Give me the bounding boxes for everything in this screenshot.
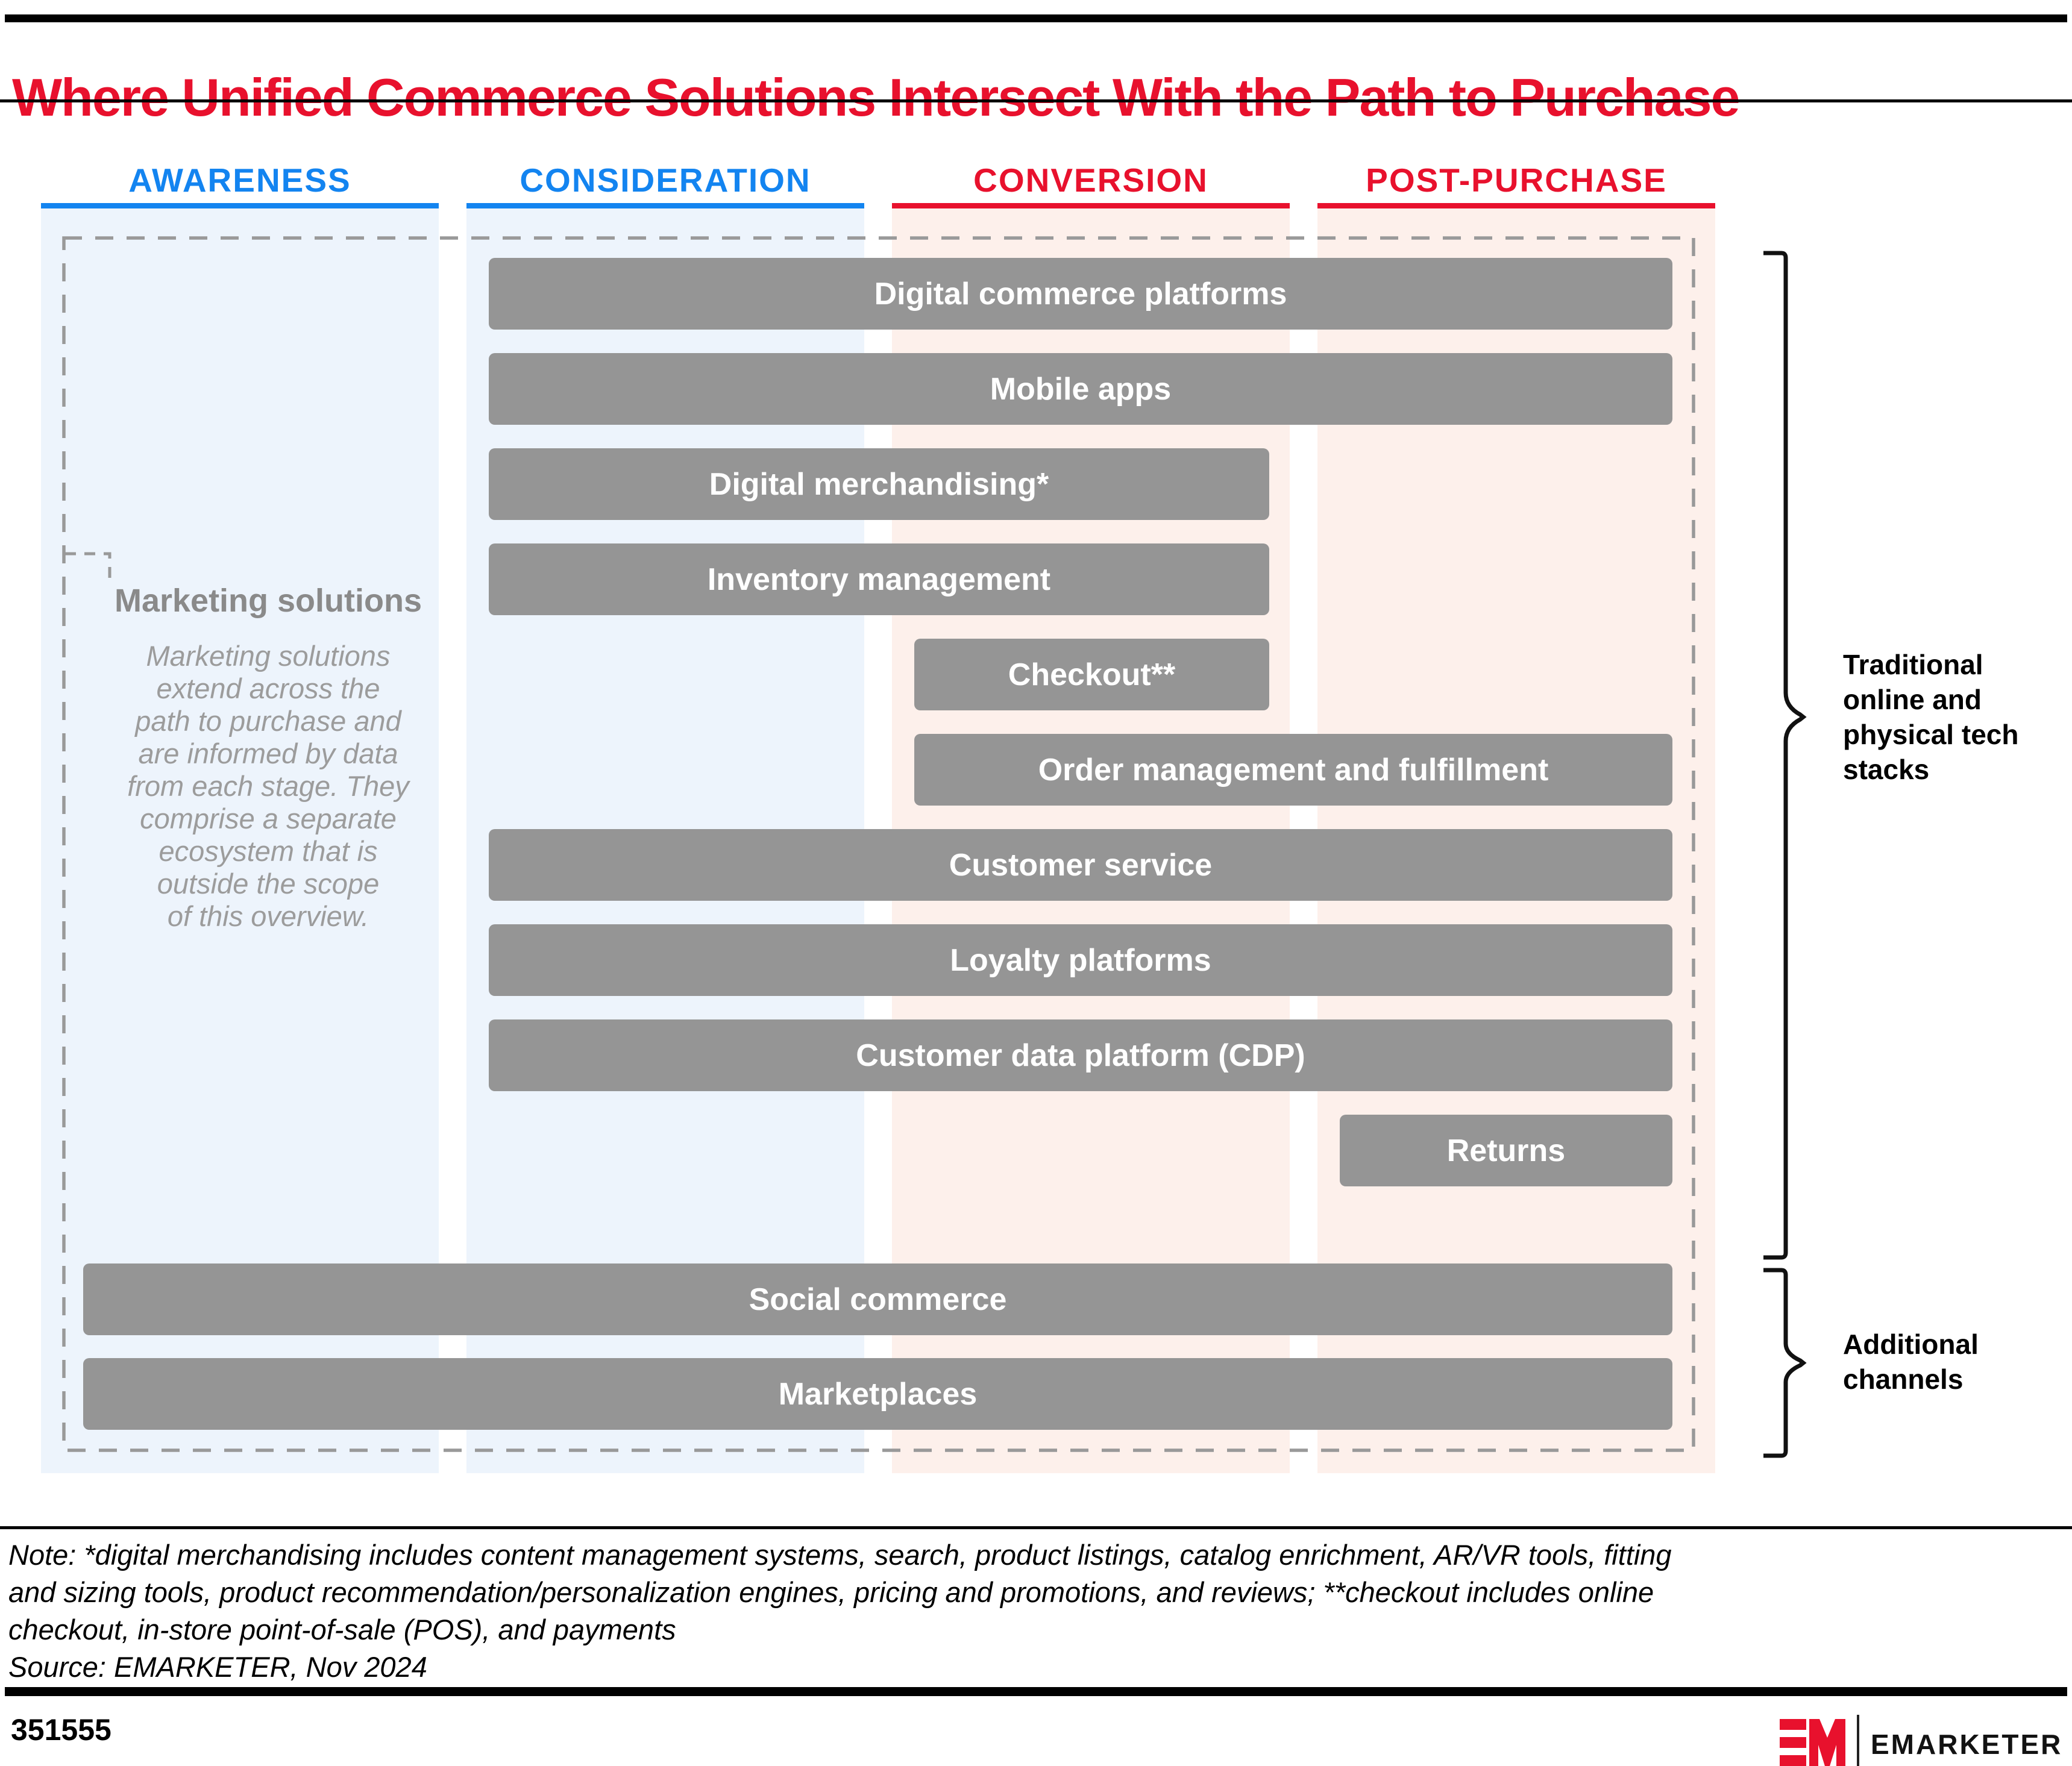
footer-divider bbox=[5, 1687, 2067, 1696]
traditional-stack-brace-icon bbox=[1763, 251, 1807, 1260]
marketing-solutions-heading: Marketing solutions bbox=[114, 583, 422, 619]
stage-underline-awareness bbox=[41, 203, 439, 208]
stage-underline-conversion bbox=[892, 203, 1290, 208]
traditional-stack-label: Traditional online and physical tech sta… bbox=[1843, 649, 2019, 785]
solution-bar-customer-service: Customer service bbox=[489, 829, 1672, 901]
solution-bar-customer-data-platform-cdp: Customer data platform (CDP) bbox=[489, 1019, 1672, 1091]
solution-bar-social-commerce: Social commerce bbox=[83, 1263, 1672, 1335]
marketing-solutions-description: Marketing solutions extend across the pa… bbox=[127, 640, 409, 932]
logo-divider bbox=[1857, 1715, 1859, 1766]
note-divider bbox=[0, 1526, 2072, 1529]
solution-bar-loyalty-platforms: Loyalty platforms bbox=[489, 924, 1672, 996]
additional-channels-label: Additional channels bbox=[1843, 1329, 1979, 1395]
additional-channels-brace-icon bbox=[1763, 1268, 1807, 1458]
solution-bar-order-management-and-fulfillment: Order management and fulfillment bbox=[914, 734, 1672, 806]
solution-bar-returns: Returns bbox=[1340, 1115, 1672, 1186]
source-text: Source: EMARKETER, Nov 2024 bbox=[8, 1651, 427, 1683]
solution-bar-checkout: Checkout** bbox=[914, 639, 1269, 710]
stage-label-post-purchase: POST-PURCHASE bbox=[1366, 161, 1667, 199]
brand-wordmark: EMARKETER bbox=[1871, 1729, 2063, 1760]
title-rule bbox=[0, 99, 2072, 102]
top-rule bbox=[5, 14, 2067, 22]
stage-label-consideration: CONSIDERATION bbox=[520, 161, 811, 199]
solution-bar-marketplaces: Marketplaces bbox=[83, 1358, 1672, 1430]
stage-label-conversion: CONVERSION bbox=[973, 161, 1208, 199]
stage-underline-post-purchase bbox=[1317, 203, 1715, 208]
page-title: Where Unified Commerce Solutions Interse… bbox=[12, 67, 1740, 127]
emarketer-logo-icon bbox=[1780, 1719, 1845, 1766]
stage-label-awareness: AWARENESS bbox=[128, 161, 351, 199]
solution-bar-digital-merchandising: Digital merchandising* bbox=[489, 448, 1269, 520]
chart-id: 351555 bbox=[11, 1713, 111, 1747]
solution-bar-digital-commerce-platforms: Digital commerce platforms bbox=[489, 258, 1672, 330]
stage-underline-consideration bbox=[466, 203, 864, 208]
solution-bar-mobile-apps: Mobile apps bbox=[489, 353, 1672, 425]
footnote-text: Note: *digital merchandising includes co… bbox=[8, 1539, 1672, 1645]
solution-bar-inventory-management: Inventory management bbox=[489, 543, 1269, 615]
